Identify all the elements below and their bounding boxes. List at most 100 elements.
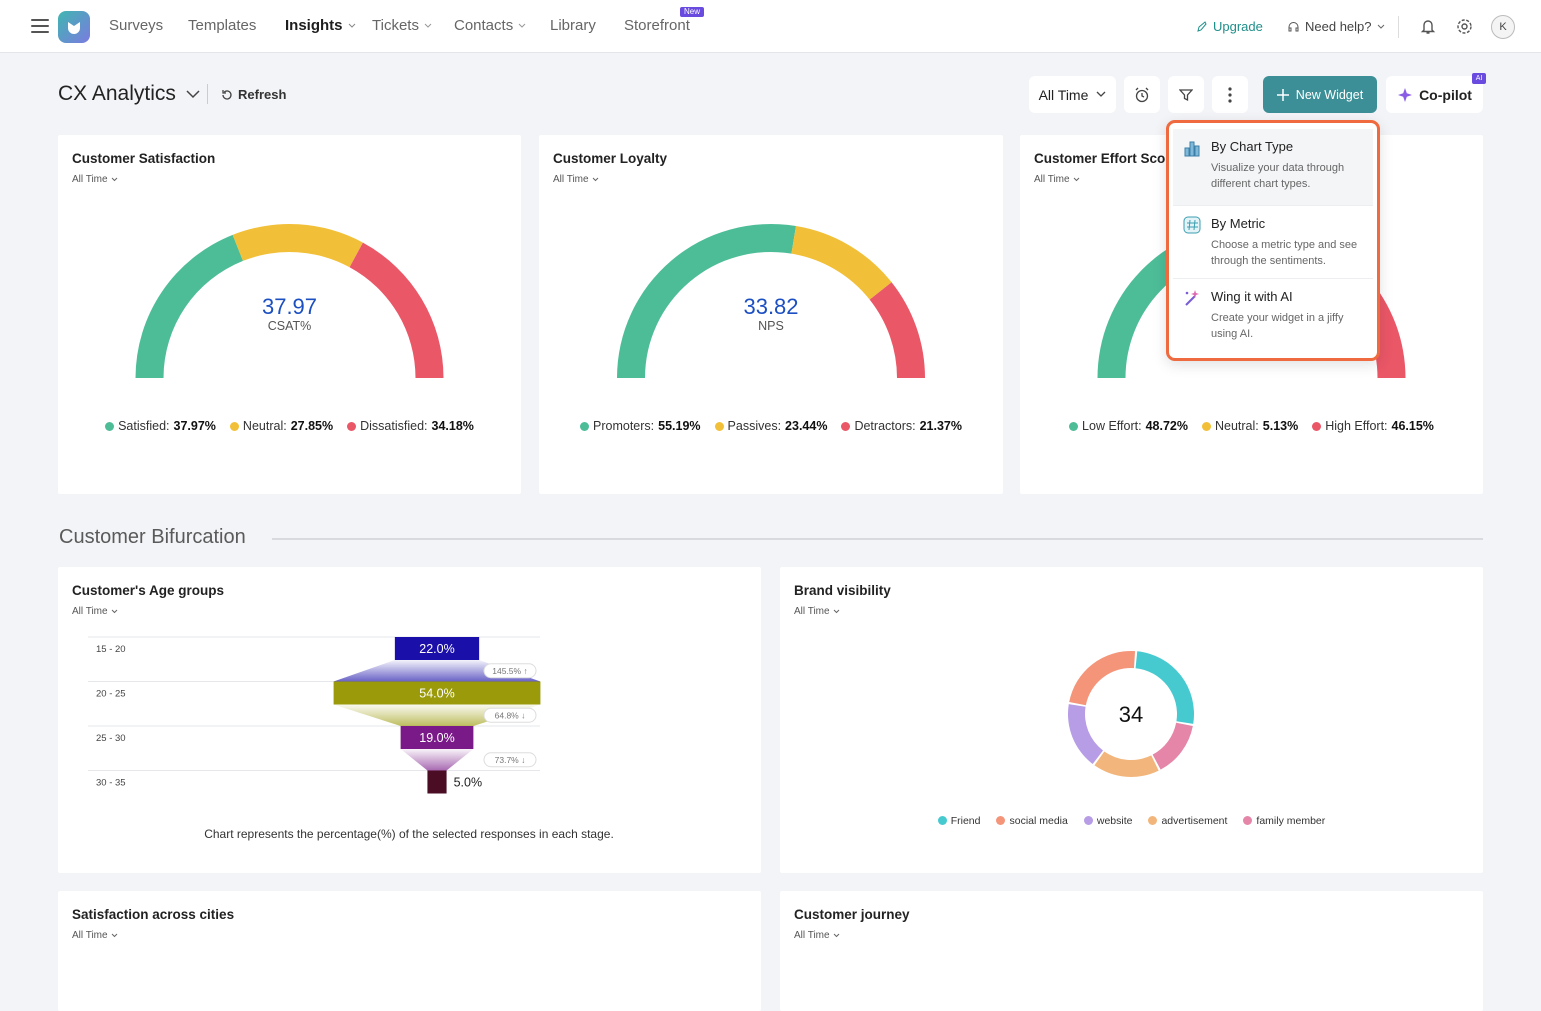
card-title: Customer Loyalty [553,151,668,166]
legend-value: 55.19% [658,419,701,433]
refresh-icon [222,89,232,100]
new-widget-button[interactable]: New Widget [1263,76,1377,113]
gauge-value: 37.97 [262,294,317,319]
bell-icon[interactable] [1420,18,1436,35]
funnel-connector [400,749,474,771]
legend-dot [580,422,589,431]
menu-item[interactable]: By Metric Choose a metric type and see t… [1173,206,1373,279]
legend-label: Neutral: [242,419,287,433]
gauge-segment [617,224,796,378]
nav-item[interactable]: Contacts [454,17,526,34]
legend-dot [1148,816,1158,825]
alarm-button[interactable] [1124,76,1160,113]
time-filter-label: All Time [72,606,108,617]
upgrade-link[interactable]: Upgrade [1196,19,1263,34]
menu-item-description: Choose a metric type and see through the… [1211,239,1358,267]
time-filter-label: All Time [72,930,108,941]
legend-value: 37.97% [173,419,216,433]
legend-label: Dissatisfied: [360,419,428,433]
donut-total: 34 [1119,702,1143,727]
nav-item[interactable]: Templates [188,17,257,34]
time-range-select[interactable]: All Time [1029,76,1116,113]
chevron-path [592,177,598,182]
refresh-label: Refresh [238,87,287,102]
menu-item[interactable]: Wing it with AI Create your widget in a … [1173,279,1373,359]
legend-label: Passives: [727,419,782,433]
magic-icon [1185,290,1199,306]
bar-label: 54.0% [419,687,454,701]
nav-item[interactable]: Library [550,17,596,34]
nav-item[interactable]: Insights [285,17,356,34]
time-filter[interactable]: All Time [72,606,118,617]
legend-dot [1069,422,1079,431]
menu-item-description: Create your widget in a jiffy using AI. [1211,312,1344,340]
legend-dot [937,816,947,825]
legend: Low Effort: 48.72% Neutral: 5.13% High Effor… [1020,419,1483,433]
upgrade-label: Upgrade [1213,19,1263,34]
menu-item[interactable]: By Chart Type Visualize your data throug… [1173,129,1373,206]
gauge-unit: CSAT% [268,319,312,333]
menu-item-title: By Metric [1211,216,1266,231]
chevron [424,23,432,28]
chevron [111,933,117,938]
widget-menu: By Chart Type Visualize your data throug… [1166,120,1380,361]
time-filter-label: All Time [72,174,108,185]
legend: Friend social media website advertisement fa… [780,815,1483,827]
legend-dot [714,422,724,431]
rocket-icon [1197,20,1207,32]
funnel-bar [394,637,480,660]
card-title: Customer Effort Score [1034,151,1179,166]
time-filter[interactable]: All Time [794,930,840,941]
legend-value: 27.85% [290,419,334,433]
nav-label: Insights [285,17,343,34]
legend-dot [1312,422,1322,431]
time-filter[interactable]: All Time [794,606,840,617]
legend-item: Passives: 23.44% [714,419,827,433]
widget-card: Customer journey All Time [780,891,1483,1011]
menu-item-title: Wing it with AI [1211,289,1293,304]
time-filter-label: All Time [794,930,830,941]
change-label: 73.7% ↓ [495,755,526,765]
more-button[interactable] [1212,76,1248,113]
donut-segment [1135,651,1194,724]
refresh-button[interactable]: Refresh [221,87,286,102]
card-title: Customer journey [794,907,910,922]
legend-label: website [1096,815,1133,827]
card-title: Customer's Age groups [72,583,224,598]
chevron-path [833,933,839,938]
logo[interactable] [58,11,90,43]
time-filter[interactable]: All Time [1034,174,1080,185]
legend-label: Satisfied: [118,419,170,433]
card-title: Satisfaction across cities [72,907,235,922]
menu-icon[interactable] [31,18,49,34]
nav-item[interactable]: Storefront [624,17,690,34]
change-label: 145.5% ↑ [492,666,527,676]
time-filter[interactable]: All Time [553,174,599,185]
legend-label: Detractors: [854,419,916,433]
nav-label: Contacts [454,17,514,34]
widget-card: Satisfaction across cities All Time [58,891,761,1011]
new-widget-label: New Widget [1295,87,1364,102]
settings-icon[interactable] [1456,18,1473,35]
copilot-button[interactable]: Co-pilot [1386,76,1483,113]
legend-item: family member [1243,815,1325,827]
menu-item-description: Visualize your data through different ch… [1211,162,1345,190]
chart-icon [1184,141,1200,157]
nav-item[interactable]: Surveys [109,17,164,34]
chevron [518,23,526,28]
more-icon [1228,86,1232,103]
avatar[interactable]: K [1491,15,1515,39]
filter-button[interactable] [1168,76,1204,113]
chevron-path [833,609,839,614]
title-chevron[interactable] [186,89,200,99]
time-filter[interactable]: All Time [72,174,118,185]
headset-icon [1288,21,1299,31]
help-menu[interactable]: Need help? [1287,19,1385,34]
legend-label: social media [1009,815,1068,827]
nav-item[interactable]: Tickets [372,17,432,34]
legend-item: social media [996,815,1068,827]
legend-item: Neutral: 27.85% [229,419,334,433]
time-filter[interactable]: All Time [72,930,118,941]
menu-item-title: By Chart Type [1211,139,1294,154]
chart-caption: Chart represents the percentage(%) of th… [204,827,614,841]
